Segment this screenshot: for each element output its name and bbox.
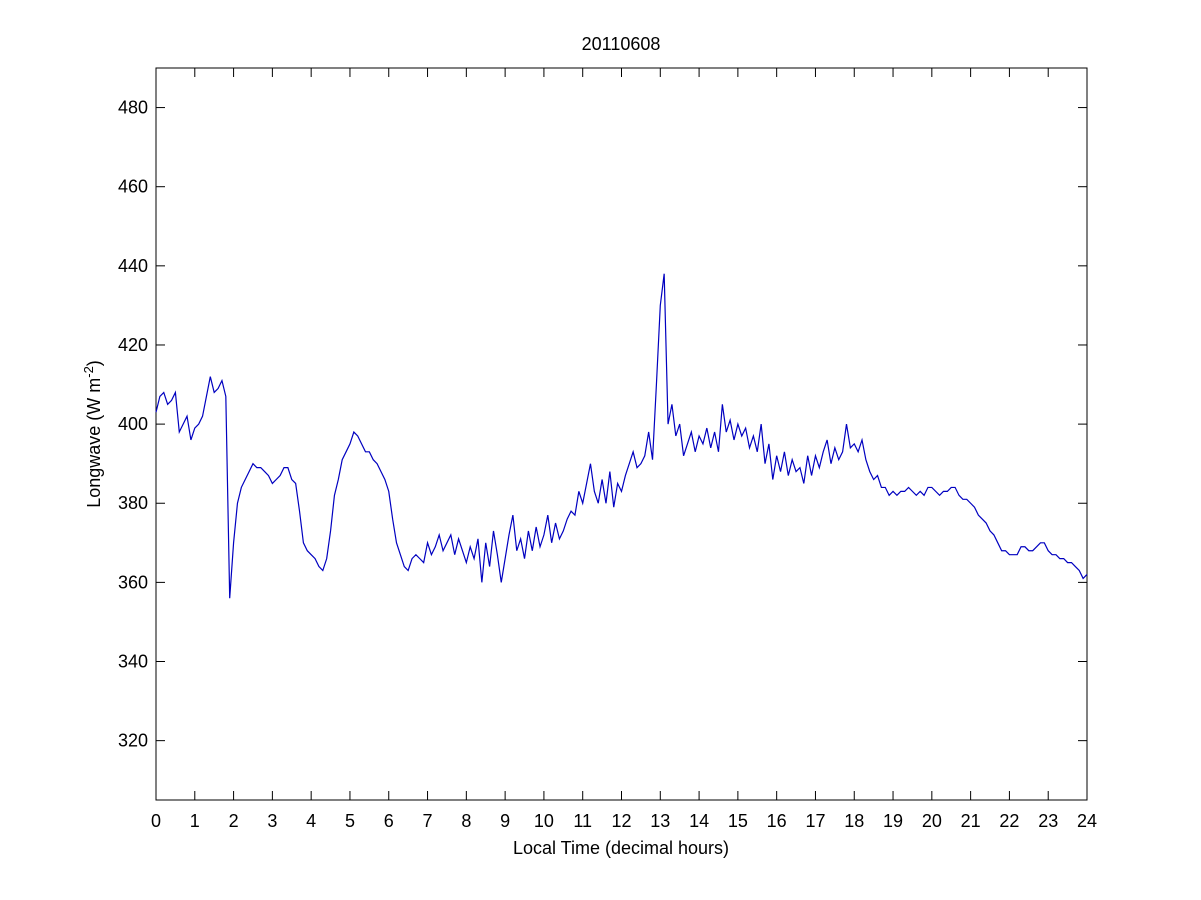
x-tick-label: 16: [767, 811, 787, 831]
x-tick-label: 1: [190, 811, 200, 831]
x-tick-label: 23: [1038, 811, 1058, 831]
x-tick-label: 11: [573, 811, 592, 831]
x-tick-label: 4: [306, 811, 316, 831]
y-tick-label: 320: [118, 731, 148, 751]
x-tick-label: 8: [461, 811, 471, 831]
y-tick-label: 340: [118, 652, 148, 672]
x-tick-label: 9: [500, 811, 510, 831]
x-tick-label: 12: [611, 811, 631, 831]
x-tick-label: 0: [151, 811, 161, 831]
plot-frame: [155, 67, 1088, 801]
chart-title: 20110608: [582, 34, 661, 54]
x-tick-label: 19: [883, 811, 903, 831]
x-tick-label: 24: [1077, 811, 1097, 831]
x-tick-label: 3: [267, 811, 277, 831]
x-tick-label: 2: [229, 811, 239, 831]
x-tick-label: 7: [423, 811, 433, 831]
y-tick-label: 480: [118, 98, 148, 118]
x-tick-label: 20: [922, 811, 942, 831]
y-axis-label-text: Longwave (W m: [84, 378, 104, 508]
y-axis-label-suffix: ): [84, 360, 104, 366]
x-tick-label: 21: [961, 811, 981, 831]
y-tick-label: 400: [118, 414, 148, 434]
y-tick-label: 380: [118, 493, 148, 513]
x-tick-label: 10: [534, 811, 554, 831]
y-axis-label-superscript: -2: [81, 366, 96, 378]
y-tick-label: 420: [118, 335, 148, 355]
x-tick-label: 14: [689, 811, 709, 831]
x-tick-label: 17: [805, 811, 825, 831]
y-tick-label: 440: [118, 256, 148, 276]
y-tick-label: 360: [118, 572, 148, 592]
x-tick-label: 6: [384, 811, 394, 831]
x-tick-label: 13: [650, 811, 670, 831]
x-axis-label: Local Time (decimal hours): [513, 838, 729, 858]
x-tick-label: 18: [844, 811, 864, 831]
x-tick-label: 22: [999, 811, 1019, 831]
y-tick-label: 460: [118, 177, 148, 197]
x-tick-label: 5: [345, 811, 355, 831]
x-tick-label: 15: [728, 811, 748, 831]
data-line: [155, 273, 1088, 599]
y-axis-label: Longwave (W m-2): [81, 360, 104, 508]
